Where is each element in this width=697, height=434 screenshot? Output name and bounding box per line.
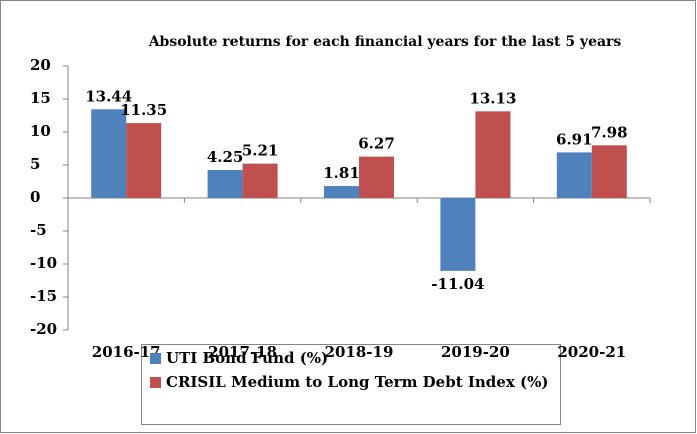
bar [440, 198, 476, 271]
x-tick-label: 2018-19 [325, 343, 394, 361]
bar [324, 186, 359, 198]
bar [556, 152, 592, 198]
bar [475, 111, 511, 198]
legend-swatch [150, 377, 161, 388]
y-tick-label: 0 [30, 188, 40, 206]
legend-label: UTI Bond Fund (%) [166, 349, 328, 367]
data-label: 13.44 [85, 87, 132, 105]
y-tick-label: -5 [30, 221, 47, 239]
x-tick-label: 2019-20 [441, 343, 510, 361]
x-tick-label: 2017-18 [208, 343, 277, 361]
x-tick-label: 2020-21 [557, 343, 626, 361]
legend-label: CRISIL Medium to Long Term Debt Index (%… [166, 373, 548, 391]
y-tick-label: 15 [30, 89, 51, 107]
bar [207, 169, 243, 198]
bar [591, 145, 627, 198]
data-label: 13.13 [469, 89, 516, 107]
y-tick-label: 5 [30, 155, 40, 173]
data-label: 1.81 [323, 164, 360, 182]
data-label: 6.27 [358, 135, 395, 153]
data-label: 6.91 [556, 130, 593, 148]
bar [242, 163, 278, 198]
data-label: -11.04 [431, 275, 484, 293]
data-label: 7.98 [591, 123, 628, 141]
chart-title: Absolute returns for each financial year… [148, 34, 622, 50]
bar [126, 123, 162, 198]
data-label: 4.25 [207, 148, 244, 166]
y-tick-label: -15 [30, 287, 57, 305]
bar [359, 156, 394, 198]
x-tick-label: 2016-17 [92, 343, 161, 361]
data-label: 11.35 [120, 101, 167, 119]
y-tick-label: -10 [30, 254, 57, 272]
bar [91, 109, 127, 198]
legend-box [141, 344, 561, 425]
y-tick-label: -20 [30, 320, 57, 338]
legend-swatch [150, 353, 161, 364]
y-tick-label: 10 [30, 122, 51, 140]
y-tick-label: 20 [30, 56, 51, 74]
data-label: 5.21 [242, 142, 279, 160]
